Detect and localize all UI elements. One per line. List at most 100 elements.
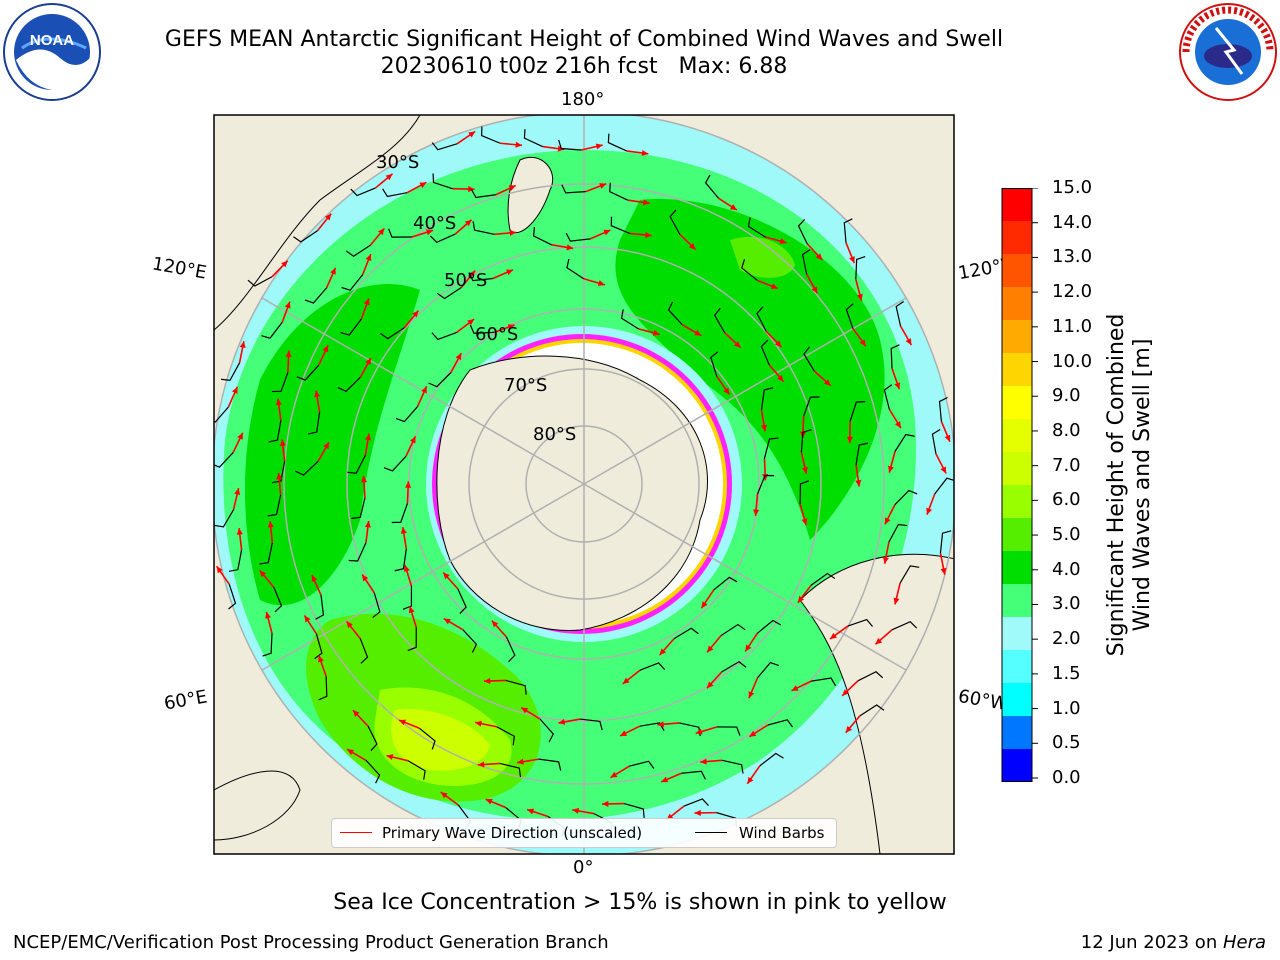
wind-barb — [607, 133, 627, 152]
wind-barb — [431, 142, 458, 151]
colorbar-tick-label: 14.0 — [1052, 211, 1093, 233]
title-line-1: GEFS MEAN Antarctic Significant Height o… — [164, 27, 1004, 52]
wave-direction-arrowhead — [733, 341, 741, 348]
wave-direction-arrowhead — [779, 238, 787, 245]
wave-direction-arrowhead — [566, 244, 574, 251]
wave-direction-arrowhead — [527, 808, 535, 815]
wind-barb — [471, 189, 496, 199]
colorbar-segment — [1002, 650, 1032, 684]
wave-direction-arrowhead — [314, 390, 321, 398]
wind-barb — [639, 662, 666, 671]
wave-direction-arrowhead — [275, 398, 282, 406]
lon-label-180: 180° — [561, 89, 605, 110]
wind-barb — [228, 549, 243, 572]
wave-direction-arrowhead — [468, 186, 475, 193]
wave-direction-arrowhead — [641, 150, 649, 157]
wave-direction-arrowhead — [485, 798, 493, 805]
wave-direction-arrowhead — [558, 718, 566, 725]
wind-barb — [741, 259, 758, 281]
wave-direction-arrowhead — [468, 131, 476, 138]
wave-direction-arrowhead — [855, 479, 862, 487]
wind-barb — [532, 226, 552, 246]
wave-direction-arrowhead — [491, 620, 499, 628]
wave-direction-arrowhead — [657, 721, 664, 728]
wind-barb — [716, 726, 741, 736]
wave-direction-arrowhead — [602, 800, 609, 807]
wind-barb — [469, 324, 494, 334]
wave-direction-arrowhead — [842, 689, 849, 696]
wind-barb — [756, 474, 775, 495]
wind-barb — [220, 362, 241, 382]
wind-barb — [228, 584, 237, 610]
wave-direction-arrowhead — [893, 597, 900, 605]
vector-overlay — [214, 126, 954, 838]
wave-direction-arrowhead — [362, 574, 369, 582]
lat-label-60s: 60°S — [475, 324, 519, 345]
wind-barb — [407, 760, 426, 780]
wind-barb — [760, 387, 774, 410]
wave-direction-arrowhead — [318, 655, 324, 663]
wind-barb — [295, 460, 319, 476]
wave-direction-arrowhead — [483, 677, 491, 685]
colorbar-tick-label: 11.0 — [1052, 315, 1093, 337]
colorbar-segment — [1002, 617, 1032, 651]
wave-direction-arrowhead — [281, 260, 288, 268]
wave-direction-arrowhead — [856, 293, 863, 301]
wind-barb — [315, 594, 325, 620]
colorbar-tick-label: 1.5 — [1052, 662, 1081, 684]
wind-barb — [395, 406, 419, 423]
wave-direction-arrowhead — [440, 792, 448, 799]
wave-direction-arrowhead — [364, 520, 371, 528]
wind-barb — [296, 364, 320, 381]
wave-direction-arrowhead — [695, 728, 703, 735]
wind-barb — [268, 420, 282, 443]
wave-direction-arrowhead — [408, 606, 415, 614]
wave-direction-arrowhead — [729, 204, 737, 211]
machine-name: Hera — [1222, 932, 1266, 953]
wave-direction-legend-label: Primary Wave Direction (unscaled) — [382, 824, 643, 842]
wind-barb — [293, 230, 318, 243]
wind-barb — [566, 258, 585, 280]
wind-barb — [431, 331, 457, 341]
wave-direction-arrowhead — [409, 436, 416, 444]
wave-direction-arrowhead — [882, 556, 889, 564]
wind-barb — [810, 572, 836, 586]
wind-barb — [341, 274, 364, 291]
wave-direction-arrowhead — [304, 615, 311, 623]
noaa-logo: NOAA — [3, 3, 101, 101]
wind-barb — [811, 677, 837, 687]
wave-direction-arrowhead — [276, 472, 283, 480]
wind-barb — [394, 548, 407, 572]
wave-direction-arrowhead — [468, 270, 476, 278]
wave-direction-arrowhead — [237, 432, 243, 440]
colorbar-tick-label: 10.0 — [1052, 350, 1093, 372]
wind-barb — [757, 619, 782, 634]
wind-barb — [931, 429, 941, 455]
wave-direction-arrowhead — [801, 518, 808, 526]
wind-barb — [704, 174, 719, 199]
wave-direction-arrowhead — [279, 439, 286, 447]
wind-barb — [894, 433, 915, 452]
wave-direction-arrowhead — [770, 283, 778, 290]
colorbar-tick-label: 9.0 — [1052, 385, 1081, 407]
wave-direction-arrowhead — [749, 730, 757, 737]
colorbar-segment — [1002, 419, 1032, 453]
colorbar-tick-label: 0.0 — [1052, 767, 1081, 788]
lat-label-40s: 40°S — [413, 213, 457, 234]
wind-barb — [428, 372, 452, 388]
wind-barb — [629, 760, 655, 769]
wave-direction-arrowhead — [403, 564, 410, 572]
wave-direction-arrowhead — [745, 644, 752, 652]
wind-barb — [859, 704, 885, 717]
wind-barb — [345, 244, 371, 257]
wind-barb — [505, 679, 527, 695]
wind-barb — [372, 592, 381, 618]
wave-direction-arrowhead — [940, 567, 947, 575]
wave-direction-arrowhead — [231, 386, 238, 394]
map-legend: Primary Wave Direction (unscaled) Wind B… — [331, 818, 837, 848]
wind-barb — [340, 318, 362, 336]
wind-barb — [273, 587, 283, 613]
wind-barb — [757, 661, 780, 679]
colorbar-tick-label: 3.0 — [1052, 593, 1081, 615]
wave-direction-arrowhead — [521, 707, 529, 714]
